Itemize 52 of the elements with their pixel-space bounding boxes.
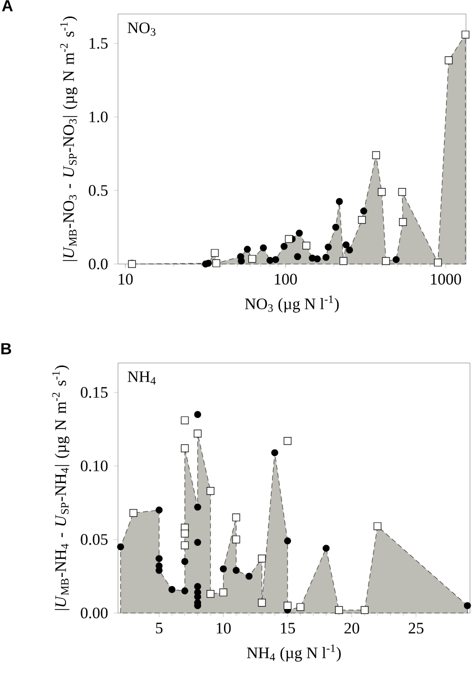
annotation: NH$_{4}$ (128, 371, 156, 385)
y-tick-label: 0.15 (80, 386, 108, 398)
y-tick-label: 0.05 (80, 534, 108, 545)
point (246, 572, 253, 580)
x-axis-title: NO$_{3}$ (µg N l$^{-1}$) (244, 295, 339, 313)
x-tick-label: 15 (280, 622, 295, 634)
point (232, 566, 240, 574)
point (168, 586, 176, 593)
point (322, 544, 330, 552)
point (232, 536, 240, 544)
y-tick-label: 1.5 (90, 38, 108, 49)
y-tick-label: 0.5 (88, 185, 108, 196)
x-tick-label: 1000 (431, 274, 462, 285)
point (219, 588, 228, 596)
point (194, 538, 202, 546)
point (130, 509, 138, 517)
point (284, 537, 292, 544)
x-tick-label: 20 (344, 622, 360, 634)
point (360, 606, 369, 614)
y-tick-label: 0.10 (80, 460, 108, 472)
text: B (1, 343, 12, 354)
y-tick-label: 1.0 (90, 112, 108, 122)
text: |U$_{MB}$-NH$_{4}$ - U$_{SP}$-NH$_{4}$| (µg N m$^{-2}$ s$^{-1}$) (52, 366, 70, 610)
point (156, 555, 163, 562)
point (258, 598, 266, 607)
point (194, 583, 202, 590)
point (284, 602, 292, 610)
point (296, 603, 304, 612)
point (156, 506, 163, 514)
x-axis-title: NH$_{4}$ (µg N l$^{-1}$) (246, 644, 341, 662)
point (220, 565, 227, 572)
point (180, 530, 189, 538)
point (194, 504, 202, 511)
annotation: NO$_{3}$ (128, 22, 156, 36)
point (194, 410, 202, 418)
text: A (2, 0, 13, 12)
point (117, 543, 124, 550)
x-tick-label: 10 (118, 274, 133, 285)
point (206, 487, 214, 495)
x-tick-label: 5 (156, 622, 162, 634)
y-tick-label: 0.0 (88, 258, 108, 270)
x-tick-label: 100 (274, 274, 297, 285)
x-tick-label: 10 (216, 622, 231, 634)
point (181, 558, 188, 566)
x-tick-label: 25 (408, 622, 424, 634)
point (271, 449, 278, 456)
point (180, 541, 189, 550)
point (335, 606, 343, 614)
y-tick-label: 0.00 (80, 608, 108, 618)
point (206, 590, 214, 598)
text: |U$_{MB}$-NO$_{3}$ - U$_{SP}$-NO$_{3}$| (µg N m$^{-2}$ s$^{-1}$) (60, 16, 78, 261)
point (181, 587, 188, 594)
